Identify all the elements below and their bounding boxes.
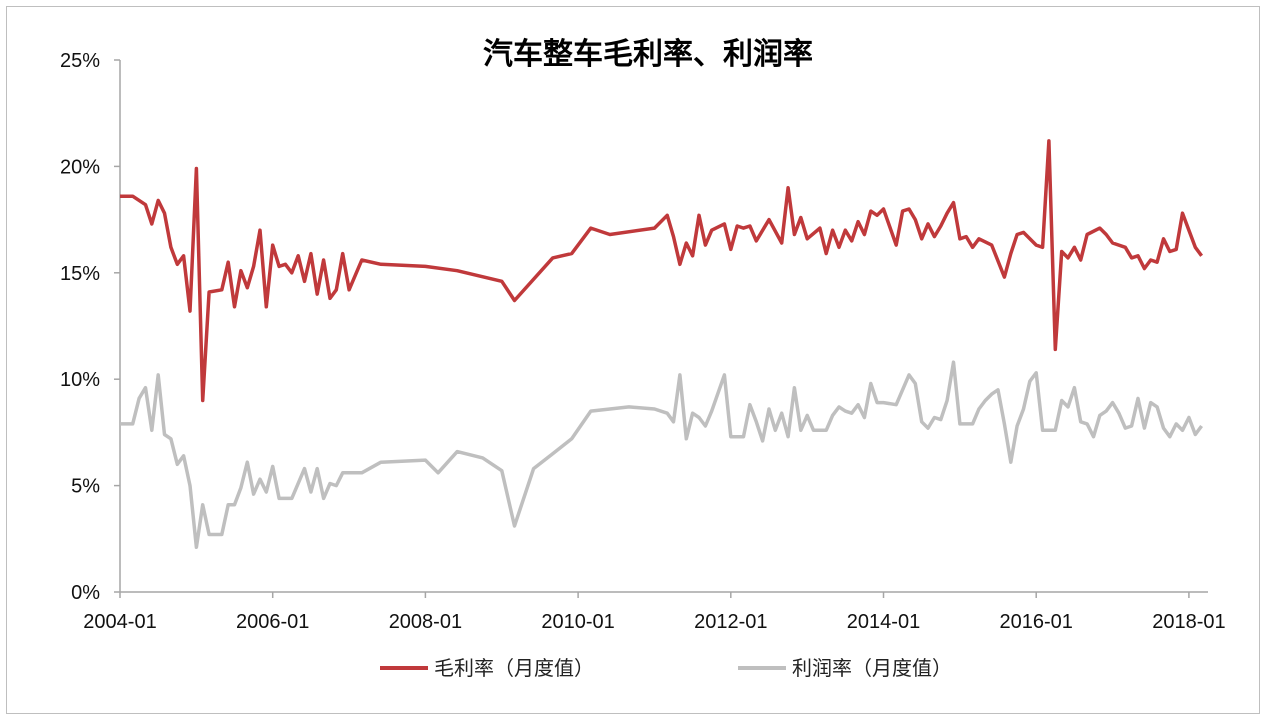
x-tick-label: 2010-01 <box>541 611 614 633</box>
y-tick-label: 5% <box>71 476 100 498</box>
series-lines <box>120 139 1204 550</box>
x-tick-label: 2004-01 <box>83 611 156 633</box>
y-tick-label: 0% <box>71 582 100 604</box>
x-tick-label: 2008-01 <box>389 611 462 633</box>
y-tick-label: 20% <box>60 156 100 178</box>
y-tick-label: 15% <box>60 263 100 285</box>
legend-label-profit-margin: 利润率（月度值） <box>792 656 952 680</box>
x-tick-labels: 2004-01 2006-01 2008-01 2010-01 2012-01 2014-… <box>83 592 1226 633</box>
axes <box>119 60 1208 593</box>
x-tick-label: 2018-01 <box>1152 611 1225 633</box>
x-tick-label: 2006-01 <box>236 611 309 633</box>
x-tick-label: 2014-01 <box>847 611 920 633</box>
x-tick-label: 2016-01 <box>1000 611 1073 633</box>
y-tick-label: 25% <box>60 50 100 72</box>
y-tick-label: 10% <box>60 369 100 391</box>
chart-title: 汽车整车毛利率、利润率 <box>483 37 813 72</box>
x-tick-label: 2012-01 <box>694 611 767 633</box>
series-line-gross-margin <box>120 139 1204 403</box>
y-tick-labels: 0% 5% 10% 15% 20% 25% <box>60 50 120 604</box>
legend: 毛利率（月度值） 利润率（月度值） <box>380 656 952 680</box>
series-line-profit-margin <box>120 360 1204 550</box>
legend-label-gross-margin: 毛利率（月度值） <box>434 656 594 680</box>
chart-frame <box>6 6 1260 714</box>
